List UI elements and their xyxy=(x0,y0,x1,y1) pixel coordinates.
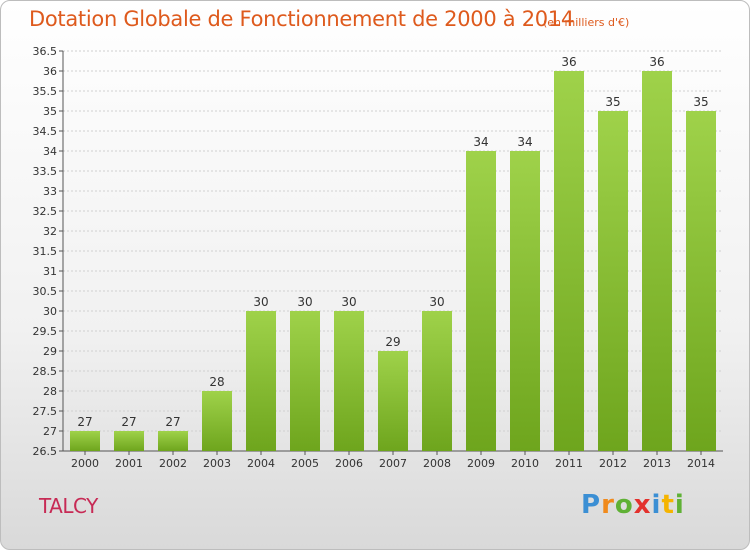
x-tick-label: 2002 xyxy=(159,457,187,470)
x-tick-labels: 2000 2001 2002 2003 2004 2005 2006 2007 2008 2009… xyxy=(71,451,715,470)
x-tick-label: 2004 xyxy=(247,457,275,470)
y-tick-label: 36.5 xyxy=(33,45,58,58)
x-tick-label: 2012 xyxy=(599,457,627,470)
data-label-2011: 36 xyxy=(561,55,576,69)
bar-2006 xyxy=(334,311,364,451)
y-tick-label: 32.5 xyxy=(33,205,58,218)
y-tick-label: 33 xyxy=(43,185,57,198)
data-label-2001: 27 xyxy=(121,415,136,429)
data-label-2002: 27 xyxy=(165,415,180,429)
bar-2011 xyxy=(554,71,584,451)
chart-unit: (en milliers d'€) xyxy=(543,16,630,29)
data-label-2012: 35 xyxy=(605,95,620,109)
x-tick-label: 2009 xyxy=(467,457,495,470)
y-tick-label: 35 xyxy=(43,105,57,118)
bar-2013 xyxy=(642,71,672,451)
bar-2004 xyxy=(246,311,276,451)
y-tick-label: 34.5 xyxy=(33,125,58,138)
data-label-2010: 34 xyxy=(517,135,532,149)
bar-2002 xyxy=(158,431,188,451)
bar-2010 xyxy=(510,151,540,451)
x-tick-label: 2006 xyxy=(335,457,363,470)
y-tick-label: 28.5 xyxy=(33,365,58,378)
y-tick-label: 26.5 xyxy=(33,445,58,458)
x-tick-label: 2011 xyxy=(555,457,583,470)
bar-2008 xyxy=(422,311,452,451)
y-tick-label: 30.5 xyxy=(33,285,58,298)
x-tick-label: 2010 xyxy=(511,457,539,470)
city-name: TALCY xyxy=(39,494,98,518)
x-tick-label: 2008 xyxy=(423,457,451,470)
y-tick-label: 33.5 xyxy=(33,165,58,178)
y-tick-label: 28 xyxy=(43,385,57,398)
y-tick-label: 31.5 xyxy=(33,245,58,258)
data-label-2008: 30 xyxy=(429,295,444,309)
data-label-2004: 30 xyxy=(253,295,268,309)
data-label-2009: 34 xyxy=(473,135,488,149)
y-tick-label: 30 xyxy=(43,305,57,318)
y-tick-label: 32 xyxy=(43,225,57,238)
y-tick-label: 36 xyxy=(43,65,57,78)
bar-2001 xyxy=(114,431,144,451)
data-label-2006: 30 xyxy=(341,295,356,309)
y-tick-labels: 26.5 27 27.5 28 28.5 29 29.5 30 30.5 31 31.5 32 32.5… xyxy=(33,45,58,458)
y-tick-label: 35.5 xyxy=(33,85,58,98)
x-tick-label: 2005 xyxy=(291,457,319,470)
x-tick-label: 2013 xyxy=(643,457,671,470)
y-tick-label: 29.5 xyxy=(33,325,58,338)
data-labels: 27 27 27 28 30 30 30 29 30 34 34 36 35 36 35 xyxy=(77,55,708,429)
data-label-2005: 30 xyxy=(297,295,312,309)
bar-2014 xyxy=(686,111,716,451)
bar-2012 xyxy=(598,111,628,451)
data-label-2003: 28 xyxy=(209,375,224,389)
bar-2009 xyxy=(466,151,496,451)
x-tick-label: 2000 xyxy=(71,457,99,470)
y-tick-label: 34 xyxy=(43,145,57,158)
y-tick-label: 27.5 xyxy=(33,405,58,418)
data-label-2007: 29 xyxy=(385,335,400,349)
proxiti-logo: Proxiti xyxy=(581,490,685,520)
y-tick-label: 31 xyxy=(43,265,57,278)
bar-2000 xyxy=(70,431,100,451)
x-tick-label: 2001 xyxy=(115,457,143,470)
bar-2005 xyxy=(290,311,320,451)
data-label-2013: 36 xyxy=(649,55,664,69)
data-label-2014: 35 xyxy=(693,95,708,109)
chart-title: Dotation Globale de Fonctionnement de 20… xyxy=(29,7,574,31)
x-tick-label: 2003 xyxy=(203,457,231,470)
data-label-2000: 27 xyxy=(77,415,92,429)
x-tick-label: 2007 xyxy=(379,457,407,470)
bar-2007 xyxy=(378,351,408,451)
x-tick-label: 2014 xyxy=(687,457,715,470)
bars xyxy=(70,71,716,451)
y-tick-label: 27 xyxy=(43,425,57,438)
bar-2003 xyxy=(202,391,232,451)
y-tick-label: 29 xyxy=(43,345,57,358)
